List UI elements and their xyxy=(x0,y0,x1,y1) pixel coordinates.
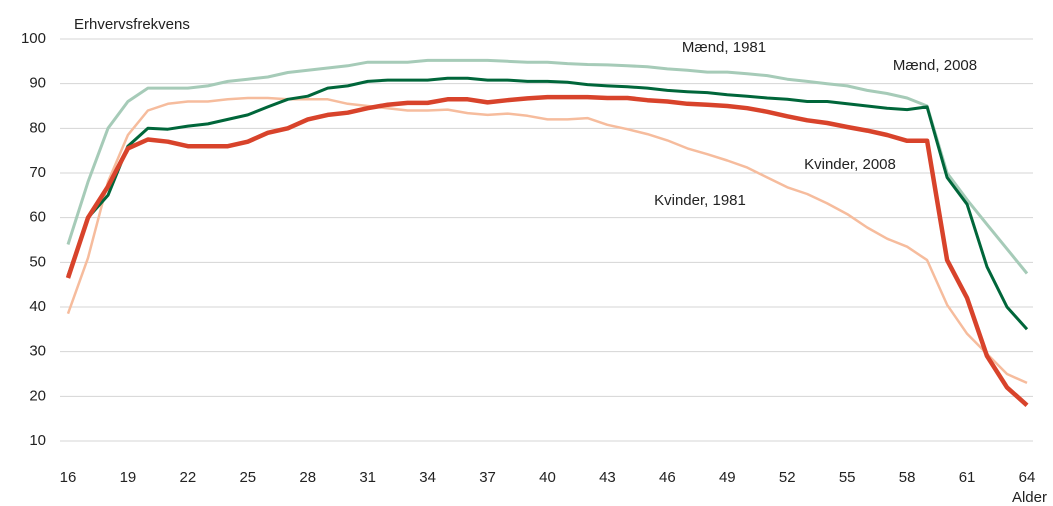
x-tick-label: 40 xyxy=(539,469,556,486)
series-line xyxy=(66,76,1029,331)
x-tick-label: 64 xyxy=(1019,469,1036,486)
x-tick-label: 34 xyxy=(419,469,436,486)
series-label: Kvinder, 2008 xyxy=(804,156,896,173)
y-tick-label: 70 xyxy=(29,164,46,181)
x-tick-label: 58 xyxy=(899,469,916,486)
x-tick-label: 43 xyxy=(599,469,616,486)
x-tick-label: 19 xyxy=(120,469,137,486)
y-tick-label: 30 xyxy=(29,343,46,360)
y-tick-label: 90 xyxy=(29,75,46,92)
series-label: Mænd, 2008 xyxy=(893,57,977,74)
y-tick-label: 60 xyxy=(29,209,46,226)
series-label: Mænd, 1981 xyxy=(682,39,766,56)
series-label: Kvinder, 1981 xyxy=(654,192,746,209)
x-tick-label: 61 xyxy=(959,469,976,486)
y-tick-label: 20 xyxy=(29,387,46,404)
x-tick-label: 52 xyxy=(779,469,796,486)
y-tick-label: 80 xyxy=(29,119,46,136)
x-tick-label: 28 xyxy=(299,469,316,486)
x-tick-label: 46 xyxy=(659,469,676,486)
x-tick-label: 16 xyxy=(60,469,77,486)
y-tick-label: 100 xyxy=(21,30,46,47)
x-axis-label: Alder xyxy=(1012,489,1047,506)
y-tick-label: 40 xyxy=(29,298,46,315)
series-line xyxy=(66,96,1028,385)
y-tick-label: 10 xyxy=(29,432,46,449)
y-axis-label: Erhvervsfrekvens xyxy=(74,16,190,33)
x-tick-label: 55 xyxy=(839,469,856,486)
x-tick-label: 37 xyxy=(479,469,496,486)
series-line xyxy=(66,58,1029,275)
x-tick-label: 49 xyxy=(719,469,736,486)
x-tick-label: 25 xyxy=(239,469,256,486)
series-line xyxy=(65,94,1029,407)
x-tick-label: 31 xyxy=(359,469,376,486)
x-tick-label: 22 xyxy=(180,469,197,486)
y-tick-label: 50 xyxy=(29,253,46,270)
